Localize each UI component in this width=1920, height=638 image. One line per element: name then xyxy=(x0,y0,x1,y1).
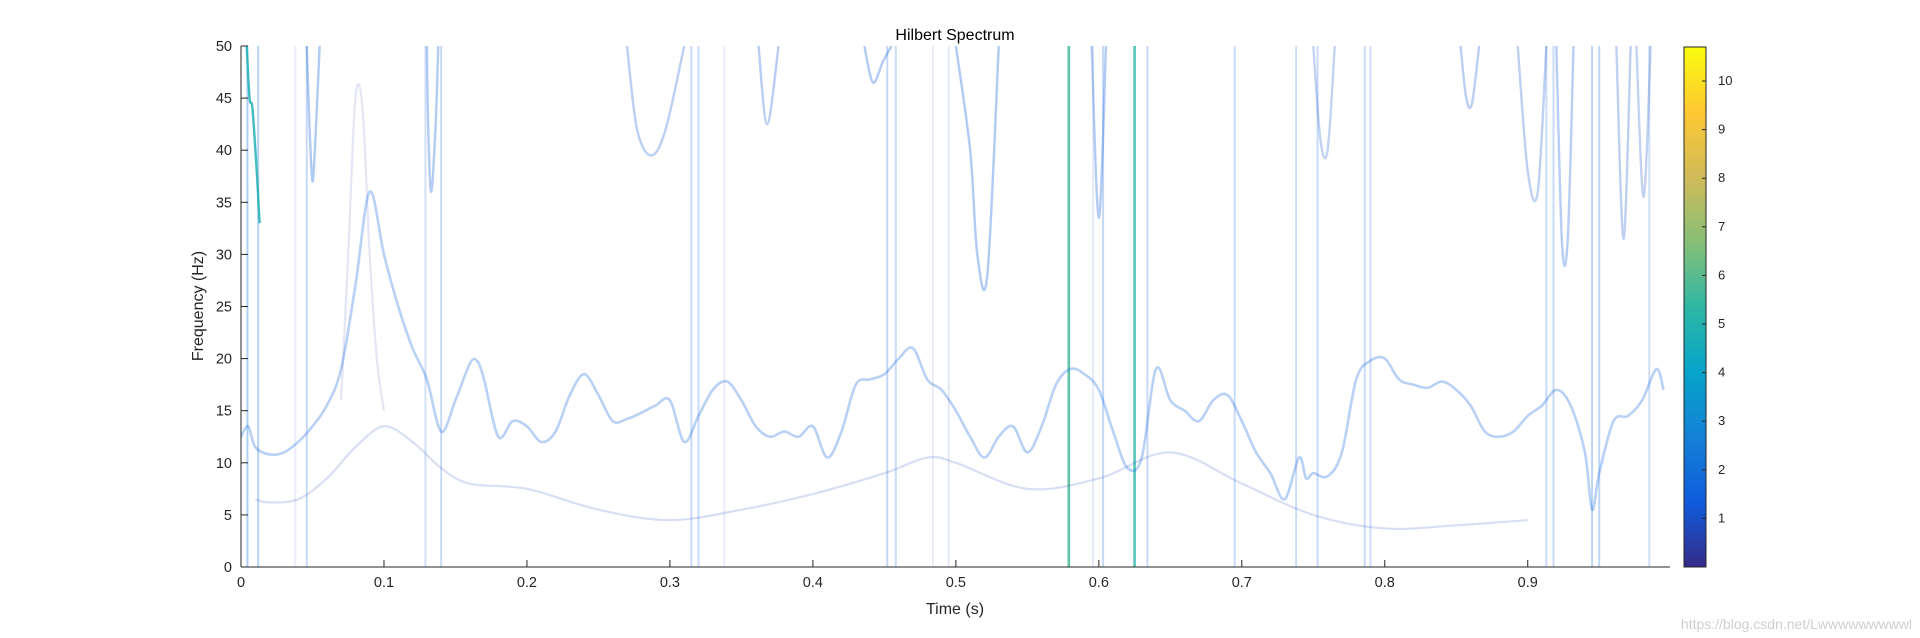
y-tick-label: 50 xyxy=(216,39,232,55)
series-line-1 xyxy=(255,425,1528,531)
upper-branch-5 xyxy=(863,46,893,84)
watermark-text: https://blog.csdn.net/Lwwwwwwwwwl xyxy=(1680,616,1912,632)
colorbar-tick-label: 2 xyxy=(1718,462,1725,477)
colorbar-ticks: 1 2 3 4 5 6 7 8 9 10 xyxy=(1702,73,1732,525)
upper-branch-12 xyxy=(1615,46,1632,240)
x-tick-label: 0.7 xyxy=(1232,575,1252,591)
upper-branch-2 xyxy=(425,46,440,194)
chart-title: Hilbert Spectrum xyxy=(895,27,1014,44)
upper-branch-0 xyxy=(245,46,261,224)
upper-branch-7 xyxy=(1090,46,1108,220)
x-tick-label: 0.9 xyxy=(1518,575,1538,591)
upper-branch-10 xyxy=(1516,46,1548,203)
series-line-0 xyxy=(241,190,1665,512)
x-axis-label: Time (s) xyxy=(926,601,984,618)
y-tick-label: 10 xyxy=(216,456,232,472)
x-tick-label: 0.6 xyxy=(1089,575,1109,591)
plot-area xyxy=(241,46,1665,567)
y-tick-label: 35 xyxy=(216,195,232,211)
upper-branch-8 xyxy=(1312,46,1336,160)
upper-branch-6 xyxy=(954,46,1000,292)
colorbar-tick-label: 1 xyxy=(1718,510,1725,525)
colorbar-tick-label: 4 xyxy=(1718,365,1725,380)
x-tick-label: 0.8 xyxy=(1375,575,1395,591)
colorbar-tick-label: 6 xyxy=(1718,267,1725,282)
upper-branch-1 xyxy=(305,46,321,183)
y-ticks: 0 5 10 15 20 25 30 35 40 45 50 xyxy=(216,39,248,576)
upper-branch-9 xyxy=(1459,46,1481,110)
x-ticks: 0 0.1 0.2 0.3 0.4 0.5 0.6 0.7 0.8 0.9 xyxy=(237,560,1538,591)
upper-branch-4 xyxy=(757,46,780,126)
y-tick-label: 20 xyxy=(216,352,232,368)
colorbar-tick-label: 7 xyxy=(1718,219,1725,234)
y-tick-label: 25 xyxy=(216,300,232,316)
x-tick-label: 0.4 xyxy=(803,575,823,591)
y-tick-label: 45 xyxy=(216,91,232,107)
series-layer xyxy=(241,82,1665,531)
x-tick-label: 0 xyxy=(237,575,245,591)
colorbar xyxy=(1683,46,1707,568)
colorbar-tick-label: 5 xyxy=(1718,316,1725,331)
y-axis-label: Frequency (Hz) xyxy=(190,251,207,361)
vertical-lines-layer xyxy=(246,46,1651,567)
x-tick-label: 0.1 xyxy=(374,575,394,591)
colorbar-tick-label: 10 xyxy=(1718,73,1732,88)
upper-branch-13 xyxy=(1635,46,1652,199)
x-tick-label: 0.2 xyxy=(517,575,537,591)
x-tick-label: 0.5 xyxy=(946,575,966,591)
y-tick-label: 0 xyxy=(224,560,232,576)
colorbar-tick-label: 3 xyxy=(1718,413,1725,428)
colorbar-tick-label: 9 xyxy=(1718,122,1725,137)
upper-branches-layer xyxy=(245,46,1652,292)
y-tick-label: 40 xyxy=(216,143,232,159)
y-tick-label: 15 xyxy=(216,404,232,420)
y-tick-label: 30 xyxy=(216,247,232,263)
upper-branch-11 xyxy=(1555,46,1575,268)
series-line-2 xyxy=(339,82,386,411)
y-tick-label: 5 xyxy=(224,508,232,524)
x-tick-label: 0.3 xyxy=(660,575,680,591)
colorbar-tick-label: 8 xyxy=(1718,170,1725,185)
upper-branch-3 xyxy=(625,46,686,157)
